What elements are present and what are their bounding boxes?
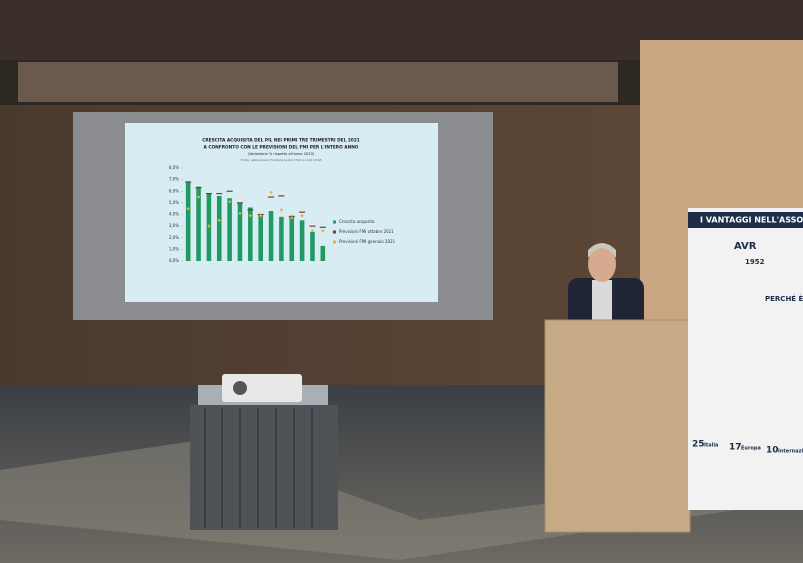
marker-dash: [309, 226, 315, 227]
legend-label: Previsioni FMI gennaio 2021: [339, 239, 396, 244]
banner-name: AVR: [734, 241, 757, 252]
bar: [186, 182, 191, 261]
bar: [258, 215, 263, 262]
marker-dash: [299, 212, 305, 213]
banner-section: PERCHÉ È IM: [765, 294, 803, 303]
projector-lens: [233, 381, 247, 395]
stat-number: 25: [692, 440, 705, 450]
y-tick-label: 6,0%: [169, 188, 179, 193]
speaker-shirt: [592, 280, 612, 320]
stat-number: 17: [729, 443, 742, 453]
y-tick-label: 4,0%: [169, 212, 179, 217]
bar: [300, 220, 305, 261]
slide-source: Fonte: elaborazioni Fondazione Nord Est …: [241, 158, 322, 162]
y-tick-label: 7,0%: [169, 177, 179, 182]
legend-swatch: [333, 241, 336, 244]
stat-number: 10: [766, 446, 779, 456]
marker-dash: [216, 193, 222, 194]
stat-label: Italia: [704, 443, 718, 449]
y-tick-label: 0,0%: [169, 258, 179, 263]
legend-swatch: [333, 221, 336, 224]
stat-label: Internazionali: [778, 449, 803, 455]
slide-title: A CONFRONTO CON LE PREVISIONI DEL FMI PE…: [204, 145, 359, 151]
y-tick-label: 1,0%: [169, 246, 179, 251]
photo-scene: CRESCITA ACQUISITA DEL PIL NEI PRIMI TRE…: [0, 0, 803, 563]
bar: [227, 198, 232, 261]
bar: [289, 216, 294, 261]
legend-swatch: [333, 231, 336, 234]
y-tick-label: 8,0%: [169, 165, 179, 170]
slide-subtitle: (Variazione % rispetto all'anno 2020): [248, 152, 315, 156]
banner-year: 1952: [745, 258, 765, 266]
marker-dash: [278, 195, 284, 196]
y-tick-label: 2,0%: [169, 235, 179, 240]
y-tick-label: 5,0%: [169, 200, 179, 205]
y-tick-label: 3,0%: [169, 223, 179, 228]
marker-dash: [320, 227, 326, 228]
marker-dash: [247, 209, 253, 210]
bar: [238, 203, 243, 261]
legend-label: Previsioni FMI ottobre 2021: [339, 229, 394, 234]
marker-dash: [237, 202, 243, 203]
marker-dash: [196, 187, 202, 188]
stat-label: Europa: [741, 446, 761, 452]
slide-title: CRESCITA ACQUISITA DEL PIL NEI PRIMI TRE…: [202, 138, 360, 144]
legend-label: Crescita acquisita: [339, 219, 375, 224]
table-cloth: [190, 405, 338, 530]
bar: [279, 217, 284, 261]
marker-dash: [206, 193, 212, 194]
marker-dash: [185, 181, 191, 182]
bar: [217, 196, 222, 261]
bar: [310, 232, 315, 261]
ceiling-trim: [18, 62, 618, 102]
bar: [269, 211, 274, 261]
roll-up-banner: [688, 208, 803, 510]
banner-heading: I VANTAGGI NELL'ASSOCIARSI: [700, 216, 803, 225]
marker-dash: [227, 191, 233, 192]
podium: [545, 320, 690, 532]
marker-dash: [268, 196, 274, 197]
bar: [321, 246, 326, 261]
